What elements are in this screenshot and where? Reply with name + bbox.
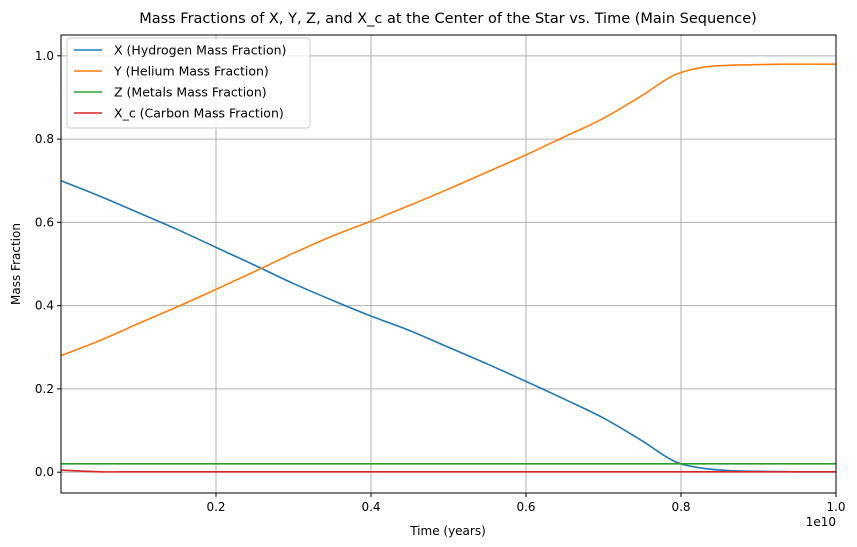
series-line-3 [60, 469, 837, 473]
legend-label: Z (Metals Mass Fraction) [114, 85, 267, 100]
series-lines [60, 63, 837, 473]
x-tick-label: 0.8 [671, 500, 690, 514]
legend-label: Y (Helium Mass Fraction) [113, 64, 269, 79]
y-tick-label: 0.2 [35, 382, 54, 396]
legend-frame [66, 37, 311, 129]
y-axis-label: Mass Fraction [9, 223, 23, 305]
legend-label: X_c (Carbon Mass Fraction) [114, 106, 284, 121]
y-tick-label: 0.8 [35, 132, 54, 146]
x-axis-offset-label: 1e10 [806, 515, 836, 529]
plot-area-frame [60, 34, 837, 494]
grid-lines [61, 35, 837, 493]
x-axis-label: Time (years) [409, 524, 486, 538]
x-tick-label: 1.0 [826, 500, 845, 514]
x-tick-label: 0.6 [516, 500, 535, 514]
y-tick-label: 0.6 [35, 215, 54, 229]
series-line-0 [60, 179, 837, 473]
x-tick-label: 0.4 [361, 500, 380, 514]
legend: X (Hydrogen Mass Fraction) Y (Helium Mass… [66, 37, 311, 129]
y-tick-label: 1.0 [35, 49, 54, 63]
y-tick-label: 0.0 [35, 465, 54, 479]
axis-ticks: 0.2 0.4 0.6 0.8 1.0 0.0 0.2 0.4 0.6 0.8 1.0 [35, 49, 846, 514]
chart-title: Mass Fractions of X, Y, Z, and X_c at th… [139, 11, 757, 27]
y-tick-label: 0.4 [35, 299, 54, 313]
series-line-1 [60, 63, 837, 357]
legend-label: X (Hydrogen Mass Fraction) [114, 43, 286, 58]
x-tick-label: 0.2 [206, 500, 225, 514]
